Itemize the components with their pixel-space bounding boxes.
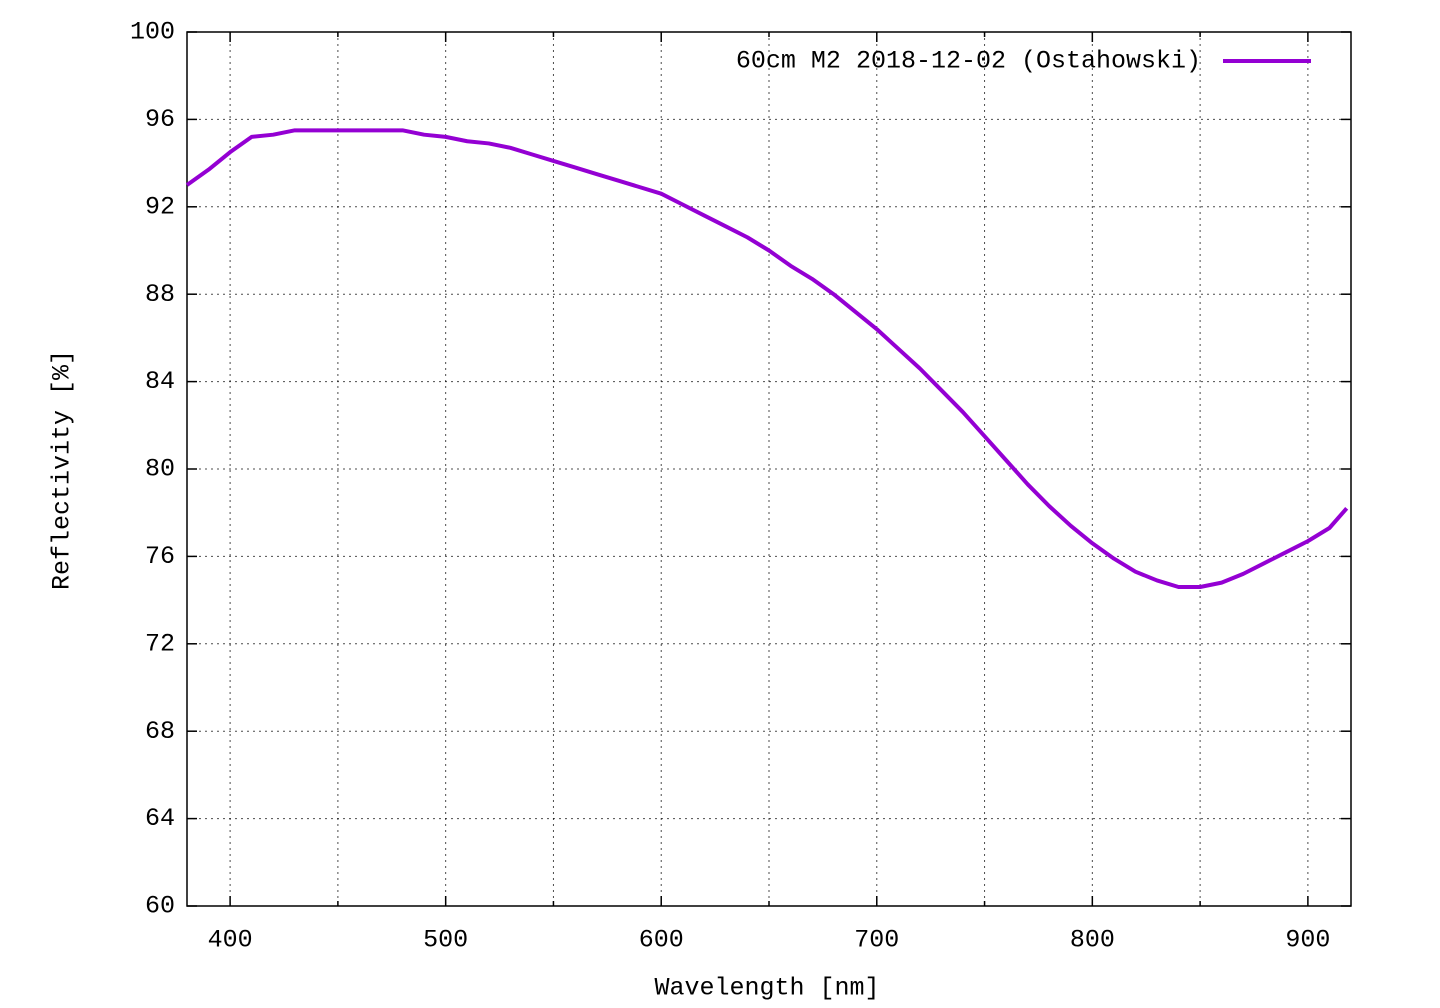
y-tick-label: 80 <box>145 455 175 484</box>
x-tick-label: 900 <box>1285 926 1330 955</box>
data-line <box>185 128 1349 589</box>
y-tick-label: 92 <box>145 192 175 221</box>
y-tick-label: 100 <box>130 18 175 47</box>
x-tick-label: 400 <box>208 926 253 955</box>
y-tick-label: 64 <box>145 804 175 833</box>
x-tick-label: 800 <box>1070 926 1115 955</box>
y-tick-label: 72 <box>145 629 175 658</box>
x-tick-label: 500 <box>423 926 468 955</box>
legend-label: 60cm M2 2018-12-02 (Ostahowski) <box>736 47 1201 76</box>
y-tick-label: 96 <box>145 105 175 134</box>
x-axis-label: Wavelength [nm] <box>654 974 879 1003</box>
x-tick-label: 700 <box>854 926 899 955</box>
y-axis-label: Reflectivity [%] <box>48 350 77 590</box>
x-tick-label: 600 <box>639 926 684 955</box>
y-tick-label: 60 <box>145 892 175 921</box>
y-tick-label: 68 <box>145 717 175 746</box>
y-tick-label: 76 <box>145 542 175 571</box>
plot-border <box>186 31 1352 907</box>
y-tick-label: 84 <box>145 367 175 396</box>
y-tick-label: 88 <box>145 280 175 309</box>
